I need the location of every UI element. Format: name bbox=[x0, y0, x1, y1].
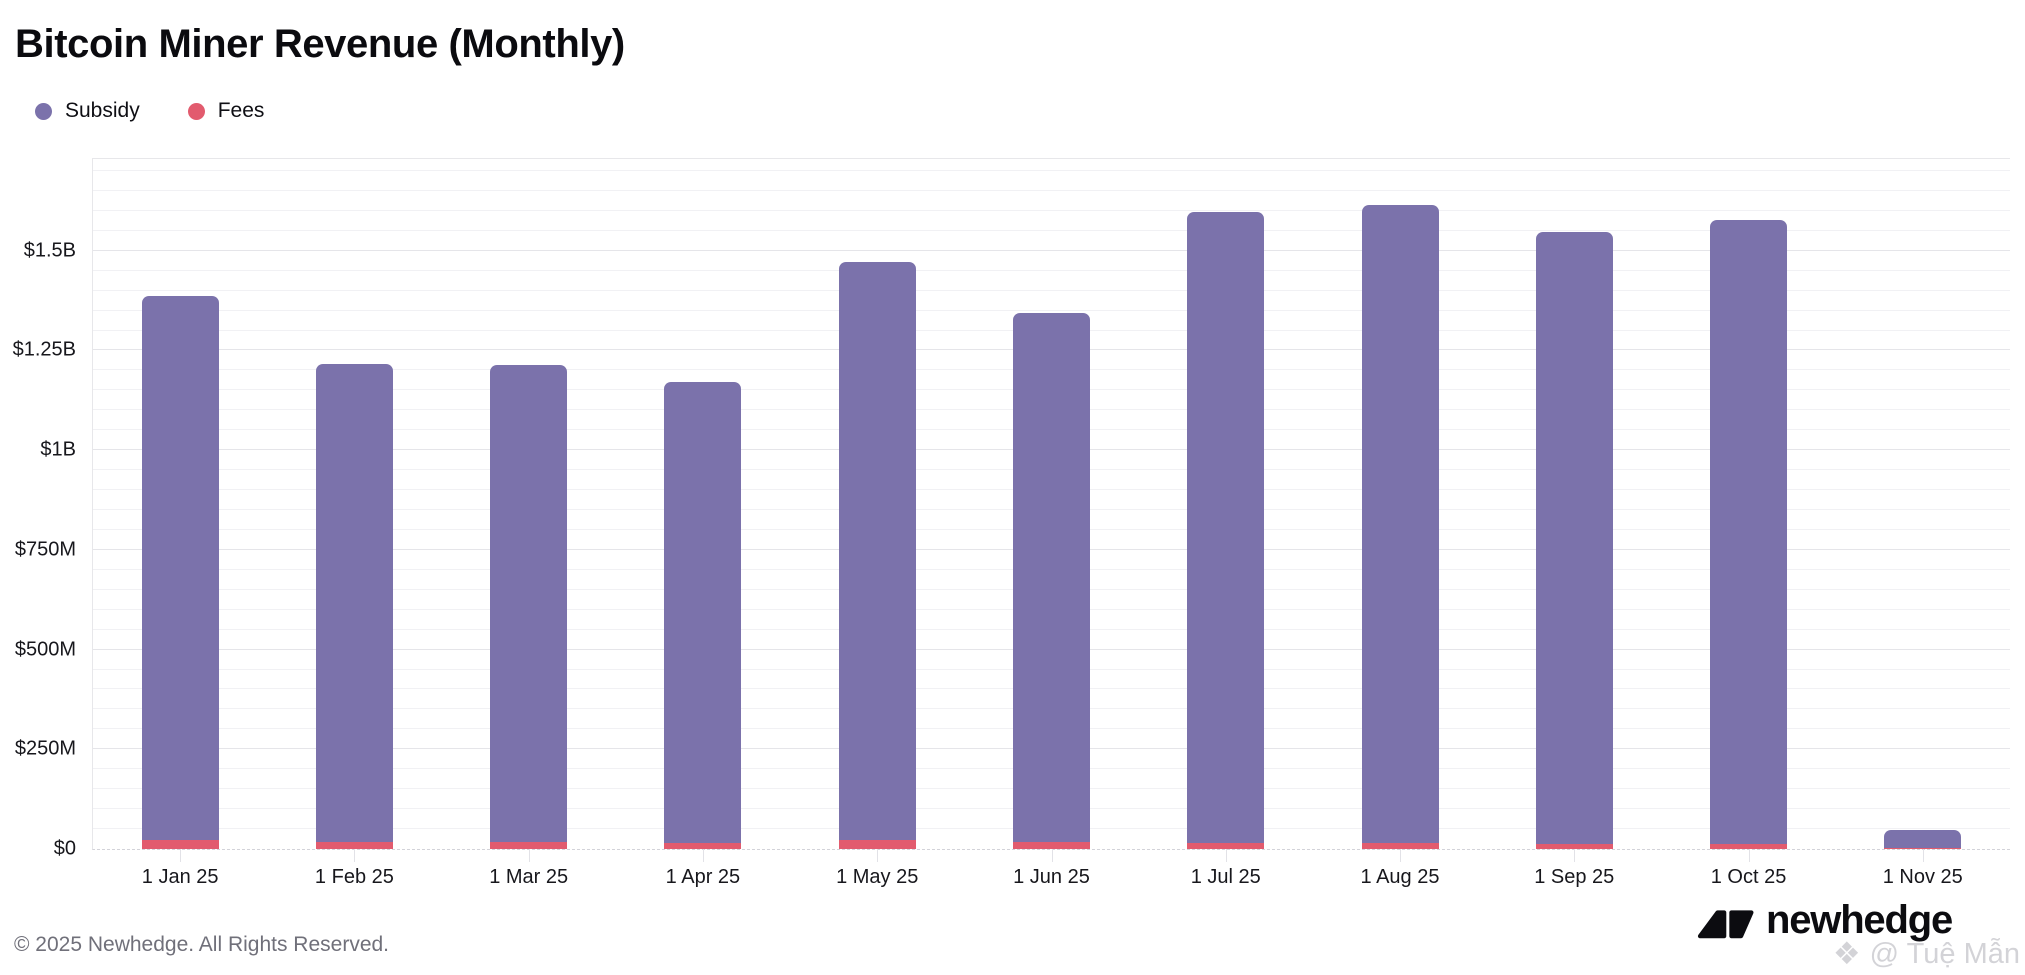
fees-segment[interactable] bbox=[1535, 843, 1613, 849]
bar-1-nov-25[interactable] bbox=[1884, 159, 1962, 849]
fees-segment[interactable] bbox=[1361, 843, 1439, 849]
x-axis-tick bbox=[1400, 849, 1402, 862]
minor-gridline bbox=[93, 269, 2010, 271]
watermark: ❖ @ Tuệ Mẫn bbox=[1833, 936, 2020, 972]
newhedge-logo-icon bbox=[1697, 910, 1754, 939]
subsidy-segment[interactable] bbox=[1361, 204, 1439, 844]
x-axis-label: 1 Aug 25 bbox=[1360, 866, 1440, 888]
x-axis-tick bbox=[1748, 849, 1750, 862]
minor-gridline bbox=[93, 189, 2010, 191]
chart-title: Bitcoin Miner Revenue (Monthly) bbox=[15, 22, 625, 66]
x-axis-label: 1 Sep 25 bbox=[1534, 866, 1615, 888]
fees-segment[interactable] bbox=[141, 840, 219, 849]
bar-1-mar-25[interactable] bbox=[490, 159, 568, 849]
bar-1-apr-25[interactable] bbox=[664, 159, 742, 849]
subsidy-segment[interactable] bbox=[1710, 220, 1788, 844]
bar-1-feb-25[interactable] bbox=[315, 159, 393, 849]
x-axis-label: 1 Jun 25 bbox=[1013, 866, 1090, 888]
y-axis-label: $0 bbox=[53, 837, 76, 860]
minor-gridline bbox=[93, 229, 2010, 231]
y-axis-label: $1B bbox=[40, 438, 76, 461]
subsidy-segment[interactable] bbox=[664, 381, 742, 843]
fees-color-dot-icon bbox=[187, 102, 205, 120]
x-axis-label: 1 Nov 25 bbox=[1882, 866, 1963, 888]
legend-label-subsidy: Subsidy bbox=[65, 99, 140, 122]
subsidy-segment[interactable] bbox=[1535, 232, 1613, 844]
minor-gridline bbox=[93, 209, 2010, 211]
x-axis-labels: 1 Jan 25 1 Feb 25 1 Mar 25 1 Apr 25 1 May 25… bbox=[93, 866, 2010, 889]
x-axis-tick bbox=[354, 849, 356, 862]
legend: Subsidy Fees bbox=[35, 99, 264, 123]
fees-segment[interactable] bbox=[490, 842, 568, 849]
fees-segment[interactable] bbox=[838, 839, 916, 849]
brand-logo[interactable]: newhedge bbox=[1697, 898, 1953, 942]
x-axis-tick bbox=[528, 849, 530, 862]
x-axis-label: 1 Mar 25 bbox=[489, 866, 569, 888]
minor-gridline bbox=[93, 289, 2010, 291]
x-axis-tick bbox=[702, 849, 704, 862]
x-axis-tick bbox=[1051, 849, 1053, 862]
y-axis-label: $250M bbox=[14, 737, 76, 760]
subsidy-segment[interactable] bbox=[1013, 312, 1090, 843]
y-axis-label: $750M bbox=[14, 538, 76, 561]
legend-item-fees[interactable]: Fees bbox=[187, 99, 265, 123]
fees-segment[interactable] bbox=[315, 841, 393, 849]
y-axis-label: $1.25B bbox=[12, 338, 76, 361]
bar-1-jan-25[interactable] bbox=[141, 159, 219, 849]
fees-segment[interactable] bbox=[1187, 843, 1265, 849]
major-gridline bbox=[93, 249, 2010, 251]
x-axis-label: 1 May 25 bbox=[836, 866, 919, 888]
y-axis-label: $500M bbox=[14, 638, 76, 661]
x-axis-label: 1 Jan 25 bbox=[141, 866, 219, 888]
x-axis-tick bbox=[1922, 849, 1924, 862]
subsidy-color-dot-icon bbox=[35, 102, 52, 120]
subsidy-segment[interactable] bbox=[490, 364, 568, 843]
bar-1-sep-25[interactable] bbox=[1535, 159, 1613, 849]
x-axis-label: 1 Feb 25 bbox=[314, 866, 394, 888]
copyright-text: © 2025 Newhedge. All Rights Reserved. bbox=[14, 933, 390, 956]
fees-segment[interactable] bbox=[1013, 842, 1090, 849]
x-axis-tick bbox=[180, 849, 182, 862]
bar-1-aug-25[interactable] bbox=[1361, 159, 1439, 849]
bar-1-jul-25[interactable] bbox=[1187, 159, 1265, 849]
brand-name: newhedge bbox=[1766, 898, 1953, 942]
fees-segment[interactable] bbox=[1710, 843, 1788, 849]
subsidy-segment[interactable] bbox=[141, 295, 219, 841]
x-axis-label: 1 Apr 25 bbox=[665, 866, 741, 888]
subsidy-segment[interactable] bbox=[1884, 829, 1962, 848]
x-axis-tick bbox=[877, 849, 879, 862]
x-axis-tick bbox=[1225, 849, 1227, 862]
watermark-text: @ Tuệ Mẫn bbox=[1869, 937, 2020, 970]
subsidy-segment[interactable] bbox=[1187, 212, 1265, 844]
legend-item-subsidy[interactable]: Subsidy bbox=[35, 99, 140, 123]
minor-gridline bbox=[93, 309, 2010, 311]
subsidy-segment[interactable] bbox=[315, 364, 393, 842]
x-axis-label: 1 Jul 25 bbox=[1190, 866, 1261, 888]
fees-segment[interactable] bbox=[664, 842, 742, 849]
subsidy-segment[interactable] bbox=[838, 261, 916, 840]
plot-area: 1 Jan 25 1 Feb 25 1 Mar 25 1 Apr 25 1 May 25… bbox=[13, 158, 2010, 888]
legend-label-fees: Fees bbox=[217, 99, 265, 122]
bar-1-jun-25[interactable] bbox=[1013, 159, 1090, 849]
fees-segment[interactable] bbox=[1884, 847, 1962, 849]
y-axis-label: $1.5B bbox=[23, 239, 76, 262]
minor-gridline bbox=[93, 169, 2010, 171]
bar-1-oct-25[interactable] bbox=[1710, 159, 1788, 849]
x-axis-tick bbox=[1574, 849, 1576, 862]
bar-1-may-25[interactable] bbox=[838, 159, 916, 849]
watermark-diamond-icon: ❖ bbox=[1832, 936, 1861, 971]
x-axis-label: 1 Oct 25 bbox=[1710, 866, 1787, 888]
